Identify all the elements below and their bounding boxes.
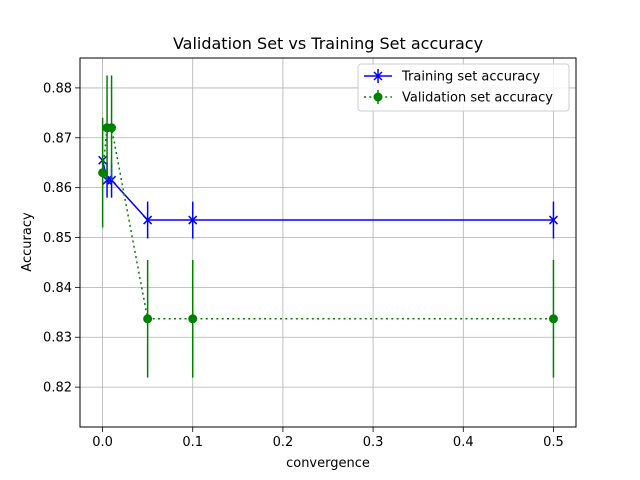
y-axis-label: Accuracy [20, 212, 35, 272]
x-tick-label: 0.5 [543, 435, 564, 450]
y-tick-label: 0.83 [43, 331, 72, 346]
legend-label: Training set accuracy [401, 70, 540, 85]
legend-marker-stroke-b [373, 71, 383, 81]
data-point [548, 314, 558, 324]
data-point-stroke-b [143, 215, 153, 225]
data-point [107, 123, 117, 133]
data-point [143, 314, 153, 324]
x-tick-label: 0.4 [453, 435, 474, 450]
x-tick-label: 0.3 [363, 435, 384, 450]
data-point-stroke-b [548, 215, 558, 225]
plot-series [98, 75, 558, 378]
legend-label: Validation set accuracy [402, 91, 553, 106]
x-tick-label: 0.0 [92, 435, 113, 450]
data-point [188, 314, 198, 324]
x-tick-label: 0.2 [273, 435, 294, 450]
data-point-stroke-b [188, 215, 198, 225]
y-tick-label: 0.86 [43, 181, 72, 196]
x-axis-label: convergence [286, 456, 370, 471]
axis-ticks: 0.0 0.1 0.2 0.3 0.4 0.5 0.82 0.83 0.84 0.85 0.86 0.… [43, 81, 564, 450]
x-tick-label: 0.1 [182, 435, 203, 450]
y-tick-label: 0.84 [43, 281, 72, 296]
plot-frame [79, 57, 577, 428]
legend: Training set accuracy Validation set accu… [357, 63, 570, 112]
y-tick-label: 0.82 [43, 381, 72, 396]
grid [80, 58, 576, 427]
y-tick-label: 0.85 [43, 231, 72, 246]
legend-marker [373, 92, 383, 102]
y-tick-label: 0.87 [43, 131, 72, 146]
series-1 [98, 75, 558, 378]
legend-box [357, 63, 570, 112]
y-tick-label: 0.88 [43, 81, 72, 96]
data-point [98, 168, 108, 178]
chart-title: Validation Set vs Training Set accuracy [173, 34, 483, 53]
